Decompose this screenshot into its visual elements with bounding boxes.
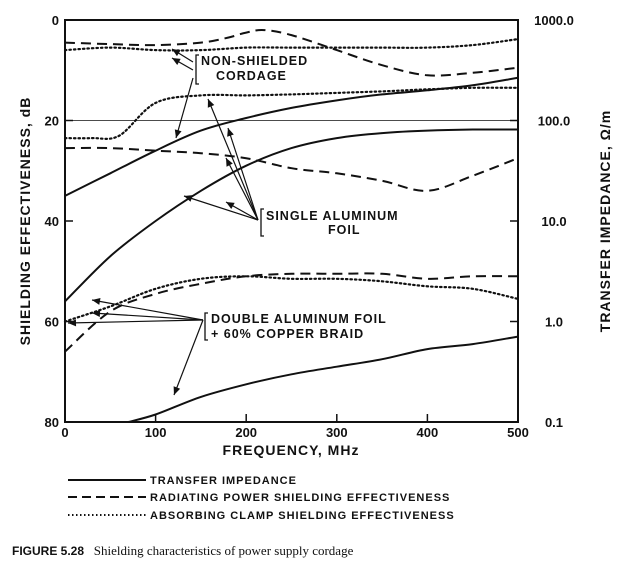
annotation-arrowhead [174, 129, 182, 138]
annotation-arrowhead [226, 202, 235, 209]
annotation-double-foil-line1: DOUBLE ALUMINUM FOIL [211, 312, 387, 326]
annotation-double-foil-line2: + 60% COPPER BRAID [211, 327, 364, 341]
annotation-arrowhead [226, 158, 233, 167]
y-right-tick-label: 1000.0 [534, 13, 574, 28]
legend-solid-label: TRANSFER IMPEDANCE [150, 475, 297, 487]
caption-text: Shielding characteristics of power suppl… [93, 543, 354, 558]
series-line-single-foil-solid [64, 128, 519, 303]
annotation-arrow [91, 312, 204, 321]
bracket-non-shielded [195, 54, 199, 85]
annotation-single-foil-line1: SINGLE ALUMINUM [266, 209, 399, 223]
axis-ticks: 0 100 200 300 400 500 0 20 40 60 80 1000.0 100.0 10.0… [45, 13, 574, 440]
annotation-arrow [67, 319, 204, 324]
series-line-double-foil-braid-dotted [63, 275, 520, 323]
series-line-double-foil-braid-solid [128, 335, 519, 423]
series-line-single-foil-dotted [63, 86, 520, 140]
annotation-non-shielded-line1: NON-SHIELDED [201, 54, 308, 68]
y-left-tick-label: 20 [45, 114, 59, 129]
x-tick-label: 100 [145, 425, 167, 440]
caption-label: FIGURE 5.28 [12, 544, 85, 558]
chart: 0 100 200 300 400 500 0 20 40 60 80 1000.0 100.0 10.0… [17, 13, 613, 522]
series-line-single-foil-dashed [64, 146, 519, 192]
series-group [63, 29, 520, 423]
y-left-tick-label: 80 [45, 415, 59, 430]
series-line-non-shielded-solid [64, 76, 519, 197]
series-line-non-shielded-dashed [64, 29, 519, 77]
y-right-tick-label: 100.0 [538, 114, 571, 129]
annotation-arrow [173, 319, 204, 396]
annotation-arrow [183, 195, 259, 221]
x-tick-label: 400 [417, 425, 439, 440]
x-tick-label: 200 [235, 425, 257, 440]
annotation-arrows [67, 48, 259, 396]
annotation-non-shielded-line2: CORDAGE [216, 69, 287, 83]
annotation-arrow [175, 77, 194, 139]
x-tick-label: 500 [507, 425, 529, 440]
x-tick-label: 0 [61, 425, 68, 440]
annotation-arrowhead [172, 58, 181, 66]
annotation-arrowhead [172, 49, 181, 57]
legend-dotted-label: ABSORBING CLAMP SHIELDING EFFECTIVENESS [150, 510, 455, 522]
y-right-tick-label: 1.0 [545, 315, 563, 330]
y-right-tick-label: 10.0 [541, 214, 566, 229]
annotation-arrowhead [92, 297, 101, 305]
y-right-tick-label: 0.1 [545, 415, 563, 430]
annotation-arrow [207, 98, 259, 221]
legend-dashed-label: RADIATING POWER SHIELDING EFFECTIVENESS [150, 492, 450, 504]
series-line-non-shielded-dotted [63, 38, 520, 52]
annotation-arrow [91, 299, 204, 321]
figure-caption: FIGURE 5.28 Shielding characteristics of… [12, 543, 353, 559]
y-left-tick-label: 40 [45, 214, 59, 229]
annotation-arrowhead [92, 310, 101, 317]
annotation-arrowhead [184, 195, 193, 202]
annotation-arrowhead [173, 386, 181, 395]
y-axis-left-title: SHIELDING EFFECTIVENESS, dB [17, 97, 33, 346]
series-line-double-foil-braid-dashed [64, 272, 519, 353]
x-axis-title: FREQUENCY, MHz [223, 442, 360, 458]
y-left-tick-label: 0 [52, 13, 59, 28]
bracket-double-foil [204, 312, 208, 341]
y-left-tick-label: 60 [45, 315, 59, 330]
annotation-arrow [227, 127, 259, 221]
x-tick-label: 300 [326, 425, 348, 440]
annotation-arrowhead [227, 128, 234, 137]
bracket-single-foil [260, 208, 264, 237]
annotation-arrowhead [68, 319, 77, 327]
annotation-arrow [225, 157, 259, 221]
annotation-single-foil-line2: FOIL [328, 223, 360, 237]
y-axis-right-title: TRANSFER IMPEDANCE, Ω/m [597, 110, 613, 332]
annotation-arrowhead [207, 99, 215, 108]
